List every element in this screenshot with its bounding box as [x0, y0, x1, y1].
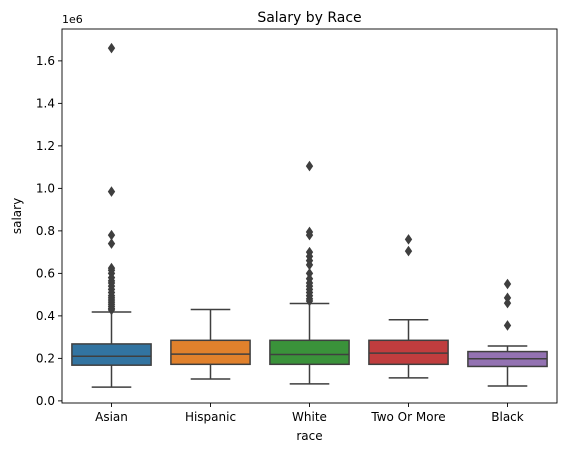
box-hispanic: [170, 308, 251, 380]
box-white: [269, 160, 350, 385]
iqr-box: [269, 339, 350, 366]
y-tick-label: 1.2: [36, 139, 55, 153]
iqr-box: [170, 339, 251, 366]
y-axis-title: salary: [10, 198, 24, 234]
outlier-point: [404, 245, 413, 257]
chart-title: Salary by Race: [257, 10, 361, 26]
x-tick-label: Black: [491, 410, 524, 424]
outlier-point: [503, 320, 512, 331]
y-tick-label: 1.4: [36, 96, 55, 110]
x-axis-title: race: [296, 429, 322, 443]
y-axis-offset-label: 1e6: [62, 13, 83, 26]
box-two-or-more: [368, 234, 449, 379]
axes: 0.0 0.2 0.4 0.6 0.8 1.0 1.2 1.4 1.6 Asian Hispanic…: [36, 28, 558, 424]
plot-area: [71, 42, 548, 388]
x-tick-label: Two Or More: [370, 410, 445, 424]
outlier-point: [107, 186, 116, 197]
y-tick-label: 1.0: [36, 181, 55, 195]
y-tick-label: 0.2: [36, 351, 55, 365]
y-tick-label: 0.6: [36, 266, 55, 280]
iqr-box: [71, 343, 152, 366]
outlier-point: [107, 238, 116, 249]
x-tick-label: Asian: [95, 410, 128, 424]
y-tick-label: 0.4: [36, 309, 55, 323]
x-tick-label: Hispanic: [185, 410, 236, 424]
outlier-point: [107, 42, 116, 54]
outlier-point: [107, 304, 116, 316]
outlier-point: [305, 229, 314, 241]
outlier-point: [404, 234, 413, 245]
y-tick-label: 0.0: [36, 394, 55, 408]
y-tick-label: 0.8: [36, 224, 55, 238]
box-asian: [71, 42, 152, 388]
outlier-point: [503, 278, 512, 290]
outlier-point: [503, 297, 512, 309]
y-tick-label: 1.6: [36, 54, 55, 68]
outlier-point: [305, 160, 314, 172]
x-tick-label: White: [292, 410, 327, 424]
box-black: [467, 278, 548, 387]
outlier-point: [305, 295, 314, 307]
